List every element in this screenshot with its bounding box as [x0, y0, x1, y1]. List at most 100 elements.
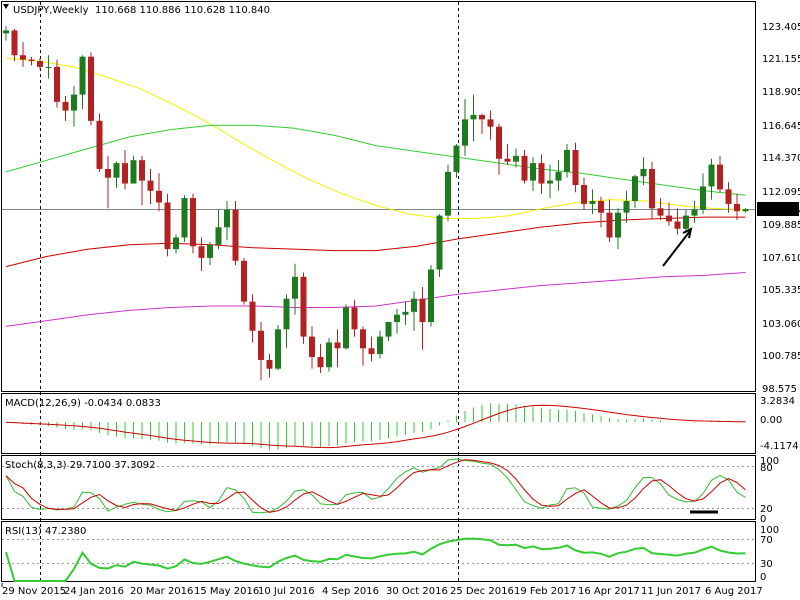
time-axis-label: 6 Aug 2017 [705, 586, 763, 597]
candle [632, 174, 638, 209]
candle [445, 164, 451, 222]
candle-body [470, 115, 477, 120]
candle-body [62, 101, 69, 111]
moving-average-line [5, 57, 746, 219]
candle-body [71, 94, 77, 111]
rsi-axis-label: 30 [760, 559, 773, 570]
candle-body [436, 215, 443, 270]
candle-body [598, 201, 604, 213]
candle-body [496, 126, 502, 159]
candle [377, 330, 383, 359]
candle [725, 182, 732, 213]
stoch-axis: 100 80 20 0 [760, 456, 779, 525]
candle [436, 214, 443, 277]
stoch-panel-frame [1, 455, 756, 520]
time-axis-label: 29 Nov 2015 [2, 586, 66, 597]
time-axis-label: 19 Feb 2017 [514, 586, 576, 597]
candle [385, 322, 392, 341]
candle-body [292, 276, 298, 299]
candle-body [275, 329, 281, 369]
candle-body [462, 119, 468, 146]
macd-axis-label: 3.2834 [760, 396, 795, 407]
candle [147, 168, 154, 204]
candle-body [717, 164, 723, 190]
candle-body [445, 171, 451, 216]
candle [11, 28, 18, 62]
rsi-axis-label: 100 [760, 525, 779, 536]
candle-body [343, 307, 349, 349]
candle [343, 304, 349, 350]
candle [96, 113, 103, 172]
candle-body [479, 115, 485, 120]
candle-body [156, 190, 162, 203]
current-price-value: 110.840 [762, 205, 800, 216]
candle [640, 157, 647, 185]
rsi-line [5, 537, 746, 582]
candle-body [334, 342, 341, 349]
time-axis-label: 11 Jun 2017 [641, 586, 701, 597]
time-axis-label: 4 Sep 2016 [322, 586, 379, 597]
candle-body [20, 55, 26, 60]
candle-body [513, 155, 519, 162]
time-axis-label: 30 Oct 2016 [386, 586, 448, 597]
candle [28, 56, 35, 66]
candle-body [88, 56, 94, 121]
candle-body [190, 198, 196, 247]
annotation-arrow-shaft [662, 230, 691, 267]
candle-body [674, 221, 681, 229]
candle-body [300, 276, 307, 337]
candle [190, 193, 196, 254]
candle-body [419, 298, 426, 323]
header-triangle-icon [3, 4, 9, 9]
candle [368, 336, 375, 362]
rsi-title: RSI(13) 47.2380 [5, 526, 86, 537]
stoch-axis-label: 80 [760, 463, 773, 474]
candle [462, 98, 468, 156]
symbol-title: USDJPY,Weekly [13, 5, 89, 16]
candle-body [113, 163, 120, 178]
candle [54, 59, 60, 108]
candle [734, 193, 740, 220]
price-axis-label: 112.095 [762, 187, 800, 198]
candle [3, 26, 9, 41]
macd-indicator [5, 403, 746, 451]
candle [402, 301, 409, 325]
price-axis-label: 109.885 [762, 220, 800, 231]
candle [164, 193, 171, 257]
candle [649, 161, 655, 219]
annotation-arrow-head [682, 227, 693, 239]
candle-body [691, 209, 698, 216]
candle-body [572, 149, 579, 185]
candle [428, 265, 434, 327]
candle-body [589, 201, 596, 204]
price-axis-label: 118.905 [762, 87, 800, 98]
candle-body [734, 203, 740, 212]
candle-body [258, 330, 264, 360]
candle-body [666, 215, 672, 222]
candle [547, 164, 553, 199]
stoch-axis-label: 0 [760, 514, 766, 525]
candle-body [402, 311, 409, 315]
candle [292, 263, 298, 315]
candle [657, 198, 664, 220]
candle-body [385, 322, 392, 337]
macd-title: MACD(12,26,9) -0.0434 0.0833 [5, 398, 161, 409]
candle-body [164, 202, 171, 250]
moving-average-line [5, 216, 746, 268]
candle-body [606, 212, 613, 238]
candle-body [742, 209, 749, 212]
stoch-k-line [5, 458, 746, 514]
current-price-tag-bg [757, 202, 799, 216]
price-axis-label: 114.370 [762, 153, 800, 164]
candle [581, 177, 587, 210]
candle [113, 161, 120, 188]
candle-body [224, 209, 230, 228]
candle-body [521, 155, 528, 181]
rsi-indicator [5, 537, 746, 582]
candle [105, 155, 111, 209]
candle-body [122, 163, 128, 184]
candle [62, 96, 69, 121]
candle [555, 160, 562, 191]
